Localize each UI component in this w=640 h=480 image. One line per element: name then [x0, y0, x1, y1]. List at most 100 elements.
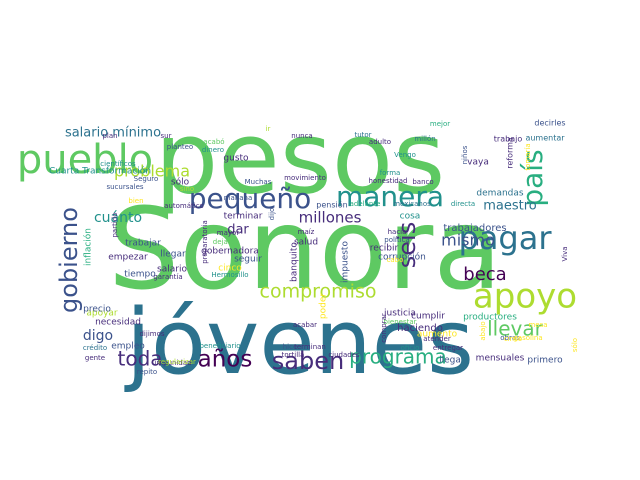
cloud-word: hice: [283, 343, 298, 351]
cloud-word: empleo: [111, 342, 145, 352]
cloud-word: dar: [227, 223, 249, 238]
cloud-word: impuesto: [341, 241, 351, 283]
cloud-word: pequeño: [189, 182, 312, 215]
cloud-word: trabajo: [494, 135, 523, 144]
cloud-word: recibir: [370, 244, 399, 254]
cloud-word: Sonora: [108, 185, 502, 315]
cloud-word: obras: [500, 334, 520, 342]
cloud-word: llegar: [160, 250, 186, 260]
cloud-word: digo: [83, 328, 113, 344]
cloud-word: saben: [272, 347, 344, 375]
cloud-word: precio: [83, 305, 111, 315]
cloud-word: trabajar: [125, 239, 161, 249]
cloud-word: mismo: [441, 231, 495, 250]
cloud-word: gente: [85, 354, 105, 362]
cloud-word: Seguro: [134, 175, 159, 183]
cloud-word: salud: [294, 238, 318, 248]
cloud-word: honestidad: [369, 177, 408, 185]
cloud-word: terminan: [294, 343, 326, 351]
cloud-word: pagar: [459, 219, 553, 257]
cloud-word: tomaría: [524, 143, 532, 170]
cloud-word: cinco: [504, 335, 522, 343]
cloud-word: mesa: [528, 321, 547, 329]
cloud-word: reforma: [506, 137, 515, 169]
cloud-word: cabo: [387, 256, 404, 264]
cloud-word: gobernadora: [201, 247, 259, 257]
cloud-word: llega: [439, 356, 461, 366]
cloud-word: Cuarta Transformación: [49, 166, 151, 177]
cloud-word: dijimos: [139, 330, 164, 338]
cloud-word: empezar: [108, 253, 148, 263]
cloud-word: años: [198, 347, 253, 373]
cloud-word: programa: [349, 345, 447, 369]
cloud-word: planteo: [167, 143, 193, 151]
cloud-word: demandas: [476, 189, 523, 199]
cloud-word: movimiento: [284, 174, 326, 182]
cloud-word: toda: [117, 347, 162, 371]
cloud-word: banquito: [290, 242, 300, 282]
cloud-word: terminar: [224, 212, 263, 222]
cloud-word: regularizar: [158, 358, 196, 366]
cloud-word: partido: [111, 212, 119, 237]
cloud-word: garantía: [153, 273, 182, 281]
cloud-word: adelante: [350, 200, 381, 208]
cloud-word: productores: [463, 313, 517, 323]
cloud-word: tutor: [354, 131, 371, 139]
cloud-word: sólo: [571, 338, 579, 352]
cloud-word: beneficiario: [199, 342, 240, 350]
cloud-word: manera: [336, 180, 444, 213]
cloud-word: gobierno: [55, 207, 83, 313]
cloud-word: cosa: [400, 212, 421, 222]
cloud-word: salario mínimo: [65, 126, 161, 141]
cloud-word: banco: [412, 178, 433, 186]
cloud-word: mañana: [224, 194, 253, 202]
cloud-word: justicia: [383, 309, 416, 319]
cloud-word: salario: [157, 265, 187, 275]
cloud-word: problema: [114, 162, 190, 181]
cloud-word: sur: [161, 132, 172, 140]
cloud-word: niños: [461, 145, 469, 164]
cloud-word: seguir: [234, 255, 262, 265]
cloud-word: haciendo: [397, 323, 443, 334]
cloud-word: forma: [380, 169, 401, 177]
cloud-word: sólo: [171, 177, 190, 188]
cloud-word: bienestar: [384, 318, 417, 326]
cloud-word: llevar: [487, 317, 544, 341]
cloud-word: crédito: [83, 344, 107, 352]
cloud-word: directa: [451, 200, 475, 208]
cloud-word: poder: [319, 293, 329, 319]
cloud-word: mayor: [217, 229, 240, 237]
cloud-word: mejor: [430, 120, 450, 128]
cloud-word: mexicanos: [393, 200, 431, 208]
cloud-word: científicos: [100, 160, 136, 168]
cloud-word: dijo: [268, 208, 276, 221]
cloud-word: Muchas: [245, 178, 272, 186]
cloud-word: maíz: [298, 228, 315, 236]
cloud-word: tortilla: [282, 351, 305, 359]
cloud-word: vaya: [467, 158, 489, 168]
cloud-word: decirles: [534, 119, 565, 128]
cloud-word: sino: [180, 185, 194, 193]
cloud-word: pueblo: [17, 137, 153, 183]
cloud-word: cuánto: [94, 210, 142, 226]
cloud-word: gasolina: [513, 334, 542, 342]
cloud-word: aumentar: [525, 134, 565, 143]
cloud-word: acabar: [293, 321, 317, 329]
cloud-word: gusto: [223, 154, 249, 164]
cloud-word: entregar: [433, 344, 463, 352]
cloud-word: millón: [414, 135, 435, 143]
cloud-word: millones: [299, 209, 362, 227]
cloud-word: beca: [463, 264, 506, 285]
cloud-word: maestro: [483, 199, 537, 214]
cloud-word: hacia: [388, 228, 407, 236]
cloud-word: repito: [137, 368, 157, 376]
cloud-word: primero: [527, 356, 563, 366]
cloud-word: ir: [266, 125, 271, 133]
cloud-word: corrupción: [378, 252, 426, 263]
cloud-word: Vengo: [394, 151, 416, 159]
cloud-word: pensión: [316, 200, 347, 210]
cloud-word: plan: [102, 132, 117, 140]
cloud-word: jóvenes: [124, 290, 474, 395]
cloud-word: compromiso: [260, 281, 377, 303]
